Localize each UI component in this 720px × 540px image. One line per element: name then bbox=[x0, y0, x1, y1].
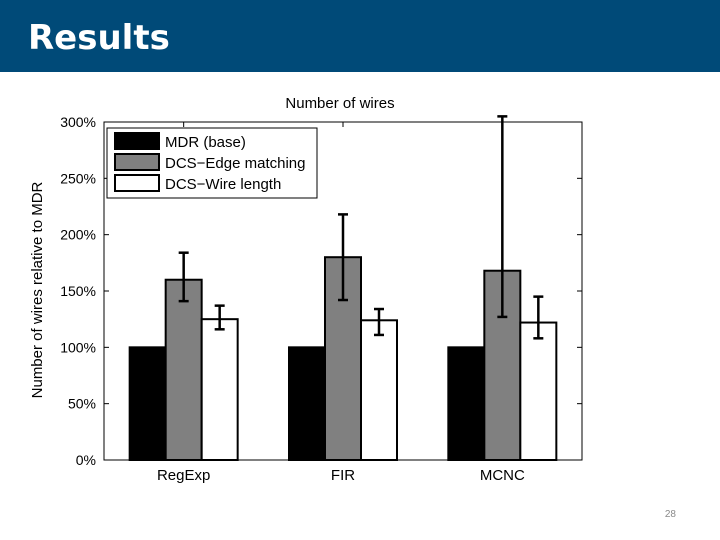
legend-swatch bbox=[114, 153, 160, 171]
slide-title: Results bbox=[28, 18, 170, 58]
bar bbox=[128, 346, 167, 462]
x-tick-label: RegExp bbox=[157, 467, 210, 484]
title-bar bbox=[0, 0, 720, 72]
chart-title: Number of wires bbox=[285, 95, 394, 112]
bar bbox=[200, 318, 239, 461]
y-tick-label: 100% bbox=[60, 339, 96, 355]
y-tick-label: 300% bbox=[60, 114, 96, 130]
legend: MDR (base) DCS−Edge matching DCS−Wire leng… bbox=[106, 127, 318, 199]
y-tick-label: 50% bbox=[68, 396, 96, 412]
bar bbox=[360, 319, 398, 461]
bar bbox=[519, 321, 558, 461]
legend-label: MDR (base) bbox=[165, 134, 246, 151]
y-tick-label: 150% bbox=[60, 283, 96, 299]
plot-area: 0% 50% 100% 150% 200% 250% 300% RegExp FIR MCNC bbox=[60, 114, 583, 484]
slide-number: 28 bbox=[664, 509, 676, 520]
x-tick-label: MCNC bbox=[480, 467, 525, 484]
y-tick-label: 250% bbox=[60, 170, 96, 186]
bar bbox=[288, 346, 326, 462]
y-tick-label: 200% bbox=[60, 227, 96, 243]
bar bbox=[447, 346, 486, 462]
y-axis-label: Number of wires relative to MDR bbox=[29, 181, 46, 398]
legend-label: DCS−Wire length bbox=[165, 176, 281, 193]
legend-label: DCS−Edge matching bbox=[165, 155, 306, 172]
bar bbox=[164, 278, 203, 461]
x-tick-label: FIR bbox=[331, 467, 355, 484]
y-tick-label: 0% bbox=[76, 452, 96, 468]
legend-swatch bbox=[114, 174, 160, 192]
legend-swatch bbox=[114, 132, 160, 150]
